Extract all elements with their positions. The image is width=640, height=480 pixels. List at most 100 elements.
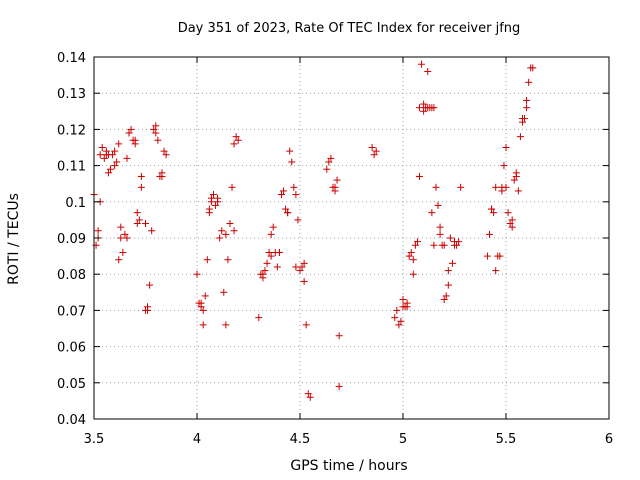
data-point — [226, 220, 234, 228]
data-point — [333, 176, 341, 184]
data-point — [113, 158, 121, 166]
data-point — [372, 147, 380, 155]
data-point — [418, 60, 426, 68]
data-point — [500, 162, 508, 170]
data-point — [516, 133, 524, 141]
data-point — [106, 165, 114, 173]
data-point — [267, 252, 275, 260]
data-point — [432, 183, 440, 191]
x-tick-label: 3.5 — [84, 432, 105, 447]
data-point — [286, 147, 294, 155]
data-point — [451, 238, 458, 246]
data-point — [158, 169, 166, 177]
data-point — [529, 64, 537, 72]
data-point — [216, 234, 224, 242]
data-point — [502, 183, 510, 191]
data-point — [154, 136, 162, 144]
data-point — [117, 223, 125, 231]
data-point — [205, 209, 213, 217]
data-point — [104, 169, 112, 177]
data-point — [193, 270, 201, 278]
data-point — [415, 172, 423, 180]
data-point — [111, 147, 119, 155]
data-point — [133, 209, 141, 217]
x-tick-label: 5 — [399, 432, 407, 447]
data-point — [430, 241, 438, 249]
data-point — [409, 270, 417, 278]
data-point — [232, 133, 240, 141]
data-point — [506, 220, 514, 228]
data-point — [428, 209, 436, 217]
data-point — [273, 263, 281, 271]
y-axis-ticks: 0.04 0.05 0.06 0.07 0.08 0.09 0.1 0.11 0.12 0.13 0… — [57, 51, 609, 428]
data-point — [199, 321, 207, 329]
data-point — [436, 223, 444, 231]
data-point — [440, 296, 448, 304]
data-point — [304, 390, 312, 398]
data-point — [162, 151, 170, 159]
data-point — [335, 332, 343, 340]
data-point — [306, 393, 314, 401]
y-tick-label: 0.05 — [57, 377, 86, 392]
data-point — [409, 256, 417, 264]
data-point — [483, 252, 491, 260]
data-point — [131, 140, 139, 148]
data-point — [142, 306, 149, 314]
data-point — [488, 205, 496, 213]
y-tick-label: 0.04 — [57, 413, 86, 428]
data-point — [282, 205, 290, 213]
data-point — [201, 292, 209, 300]
data-point — [133, 220, 141, 228]
data-point — [230, 140, 238, 148]
data-point — [508, 216, 516, 224]
y-tick-label: 0.06 — [57, 341, 86, 356]
data-point — [150, 125, 158, 133]
data-point — [275, 248, 283, 256]
data-point — [269, 223, 277, 231]
data-point — [448, 259, 456, 267]
data-point — [492, 183, 500, 191]
y-tick-label: 0.07 — [57, 304, 86, 319]
data-point — [117, 234, 125, 242]
grid-lines — [94, 57, 609, 419]
data-point — [424, 67, 432, 75]
data-point — [405, 252, 413, 260]
data-point — [420, 107, 428, 115]
data-point — [218, 227, 226, 235]
data-point — [96, 151, 104, 159]
data-point — [331, 183, 339, 191]
data-point — [442, 292, 450, 300]
data-point — [440, 241, 448, 249]
data-point — [135, 216, 143, 224]
data-point — [261, 267, 269, 275]
data-point — [294, 216, 302, 224]
data-point — [323, 165, 331, 173]
y-tick-label: 0.08 — [57, 268, 86, 283]
data-point — [100, 154, 108, 162]
data-point — [413, 238, 421, 246]
data-point — [288, 158, 296, 166]
data-point — [125, 129, 133, 137]
data-point — [123, 234, 131, 242]
x-axis-ticks: 3.5 4 4.5 5 5.5 6 — [84, 57, 613, 447]
x-tick-label: 5.5 — [496, 432, 517, 447]
data-point — [234, 136, 242, 144]
data-point — [292, 191, 300, 199]
data-point — [335, 382, 343, 390]
data-point — [300, 277, 308, 285]
data-point — [496, 252, 504, 260]
data-point — [302, 321, 310, 329]
data-point — [444, 267, 452, 275]
data-point — [127, 125, 135, 133]
data-point — [115, 256, 123, 264]
data-point — [284, 209, 292, 217]
data-point — [446, 234, 454, 242]
data-point — [148, 227, 156, 235]
data-point — [209, 191, 217, 199]
chart-title: Day 351 of 2023, Rate Of TEC Index for r… — [178, 21, 521, 36]
data-point — [224, 256, 232, 264]
y-tick-label: 0.14 — [57, 51, 86, 66]
data-point — [325, 158, 333, 166]
y-tick-label: 0.13 — [57, 87, 86, 102]
data-point — [415, 104, 423, 112]
